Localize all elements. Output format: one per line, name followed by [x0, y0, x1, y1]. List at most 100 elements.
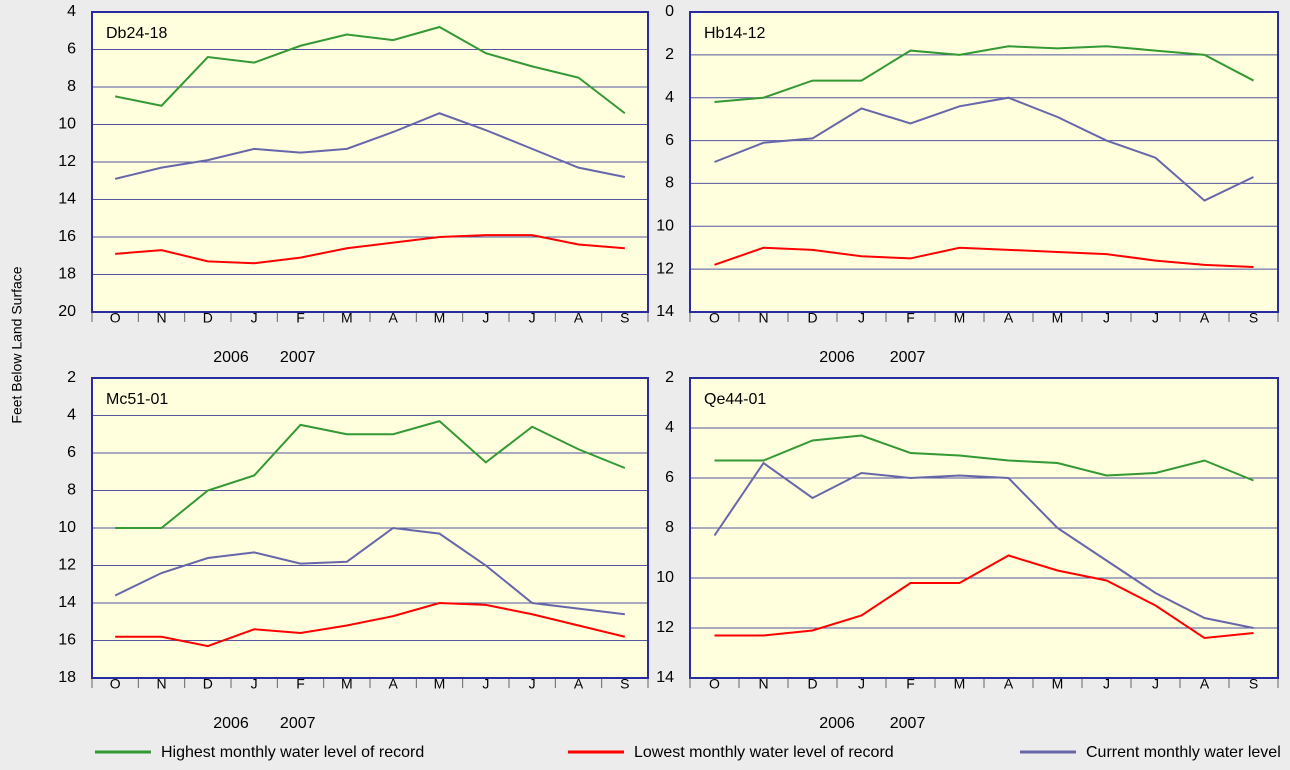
x-tick-label: M	[341, 676, 353, 692]
x-tick-label: M	[341, 310, 353, 326]
y-tick-label: 6	[665, 469, 674, 486]
year-label: 2006	[213, 715, 249, 732]
y-tick-label: 6	[67, 41, 76, 58]
x-tick-label: A	[574, 676, 584, 692]
year-label: 2007	[280, 715, 316, 732]
y-tick-label: 16	[58, 228, 76, 245]
x-tick-label: A	[1004, 676, 1014, 692]
x-tick-label: A	[388, 310, 398, 326]
x-tick-label: J	[529, 676, 536, 692]
y-tick-label: 4	[67, 3, 76, 20]
legend-label: Current monthly water level	[1086, 744, 1281, 761]
series-line	[714, 554, 1254, 640]
y-tick-label: 12	[58, 153, 76, 170]
series-line	[114, 25, 626, 115]
x-tick-label: D	[807, 676, 817, 692]
legend-label: Lowest monthly water level of record	[634, 744, 894, 761]
x-tick-label: J	[1152, 310, 1159, 326]
series-line	[115, 601, 626, 648]
plot-border	[91, 377, 649, 679]
series-line	[115, 234, 625, 265]
x-tick-label: S	[620, 676, 629, 692]
plot-border	[689, 377, 1279, 679]
y-tick-label: 14	[656, 669, 674, 686]
x-tick-label: A	[1004, 310, 1014, 326]
series-line	[714, 246, 1254, 268]
y-tick-label: 6	[67, 444, 76, 461]
series-line	[114, 112, 626, 180]
y-tick-label: 4	[665, 419, 674, 436]
x-tick-label: A	[1200, 310, 1210, 326]
y-tick-label: 2	[665, 46, 674, 63]
y-tick-label: 18	[58, 669, 76, 686]
series-line	[115, 420, 626, 529]
y-tick-label: 2	[67, 369, 76, 386]
x-tick-label: M	[1052, 310, 1064, 326]
x-tick-label: D	[203, 676, 213, 692]
y-tick-label: 10	[58, 116, 76, 133]
y-tick-label: 8	[665, 519, 674, 536]
y-tick-label: 8	[67, 78, 76, 95]
x-tick-label: J	[251, 310, 258, 326]
panel-title: Db24-18	[106, 25, 167, 42]
x-tick-label: M	[954, 676, 966, 692]
x-tick-label: J	[1103, 310, 1110, 326]
x-tick-label: M	[954, 310, 966, 326]
x-tick-label: N	[758, 676, 768, 692]
x-tick-label: O	[110, 676, 121, 692]
y-tick-label: 10	[656, 218, 674, 235]
year-label: 2006	[213, 349, 249, 366]
x-tick-label: J	[858, 676, 865, 692]
x-tick-label: M	[434, 310, 446, 326]
series-line	[714, 96, 1254, 202]
x-tick-label: F	[296, 310, 305, 326]
x-tick-label: M	[434, 676, 446, 692]
x-tick-label: A	[574, 310, 584, 326]
x-tick-label: O	[709, 310, 720, 326]
panel-title: Mc51-01	[106, 391, 168, 408]
y-tick-label: 14	[58, 594, 76, 611]
y-tick-label: 6	[665, 132, 674, 149]
y-tick-label: 0	[665, 3, 674, 20]
plot-area	[690, 12, 1278, 312]
x-tick-label: N	[156, 310, 166, 326]
y-tick-label: 18	[58, 266, 76, 283]
x-tick-label: S	[1249, 310, 1258, 326]
year-label: 2007	[890, 349, 926, 366]
y-tick-label: 12	[656, 619, 674, 636]
y-tick-label: 8	[67, 482, 76, 499]
y-tick-label: 12	[656, 260, 674, 277]
year-label: 2006	[819, 715, 855, 732]
series-line	[114, 526, 625, 616]
y-tick-label: 4	[665, 89, 674, 106]
x-tick-label: O	[709, 676, 720, 692]
y-tick-label: 2	[665, 369, 674, 386]
x-tick-label: A	[388, 676, 398, 692]
y-tick-label: 14	[58, 191, 76, 208]
x-tick-label: M	[1052, 676, 1064, 692]
x-tick-label: D	[203, 310, 213, 326]
x-tick-label: J	[1103, 676, 1110, 692]
x-tick-label: J	[1152, 676, 1159, 692]
series-line	[714, 434, 1254, 482]
panel-title: Hb14-12	[704, 25, 765, 42]
x-tick-label: F	[906, 310, 915, 326]
x-tick-label: J	[482, 310, 489, 326]
y-tick-label: 10	[656, 569, 674, 586]
legend-label: Highest monthly water level of record	[161, 744, 424, 761]
y-tick-label: 20	[58, 303, 76, 320]
y-tick-label: 14	[656, 303, 674, 320]
plot-border	[689, 11, 1279, 313]
x-tick-label: J	[858, 310, 865, 326]
y-tick-label: 12	[58, 557, 76, 574]
x-tick-label: O	[110, 310, 121, 326]
x-tick-label: J	[529, 310, 536, 326]
panel-title: Qe44-01	[704, 391, 766, 408]
y-tick-label: 8	[665, 175, 674, 192]
x-tick-label: S	[1249, 676, 1258, 692]
x-tick-label: N	[758, 310, 768, 326]
x-tick-label: J	[482, 676, 489, 692]
x-tick-label: A	[1200, 676, 1210, 692]
